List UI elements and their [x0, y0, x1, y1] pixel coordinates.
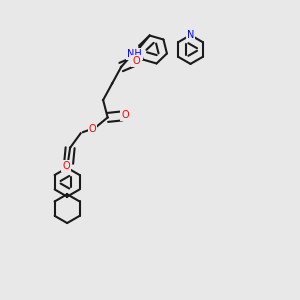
Text: N: N: [187, 30, 194, 40]
Text: O: O: [62, 161, 70, 171]
Text: O: O: [132, 56, 140, 66]
Text: NH: NH: [127, 49, 142, 59]
Text: O: O: [121, 110, 129, 120]
Text: O: O: [89, 124, 96, 134]
